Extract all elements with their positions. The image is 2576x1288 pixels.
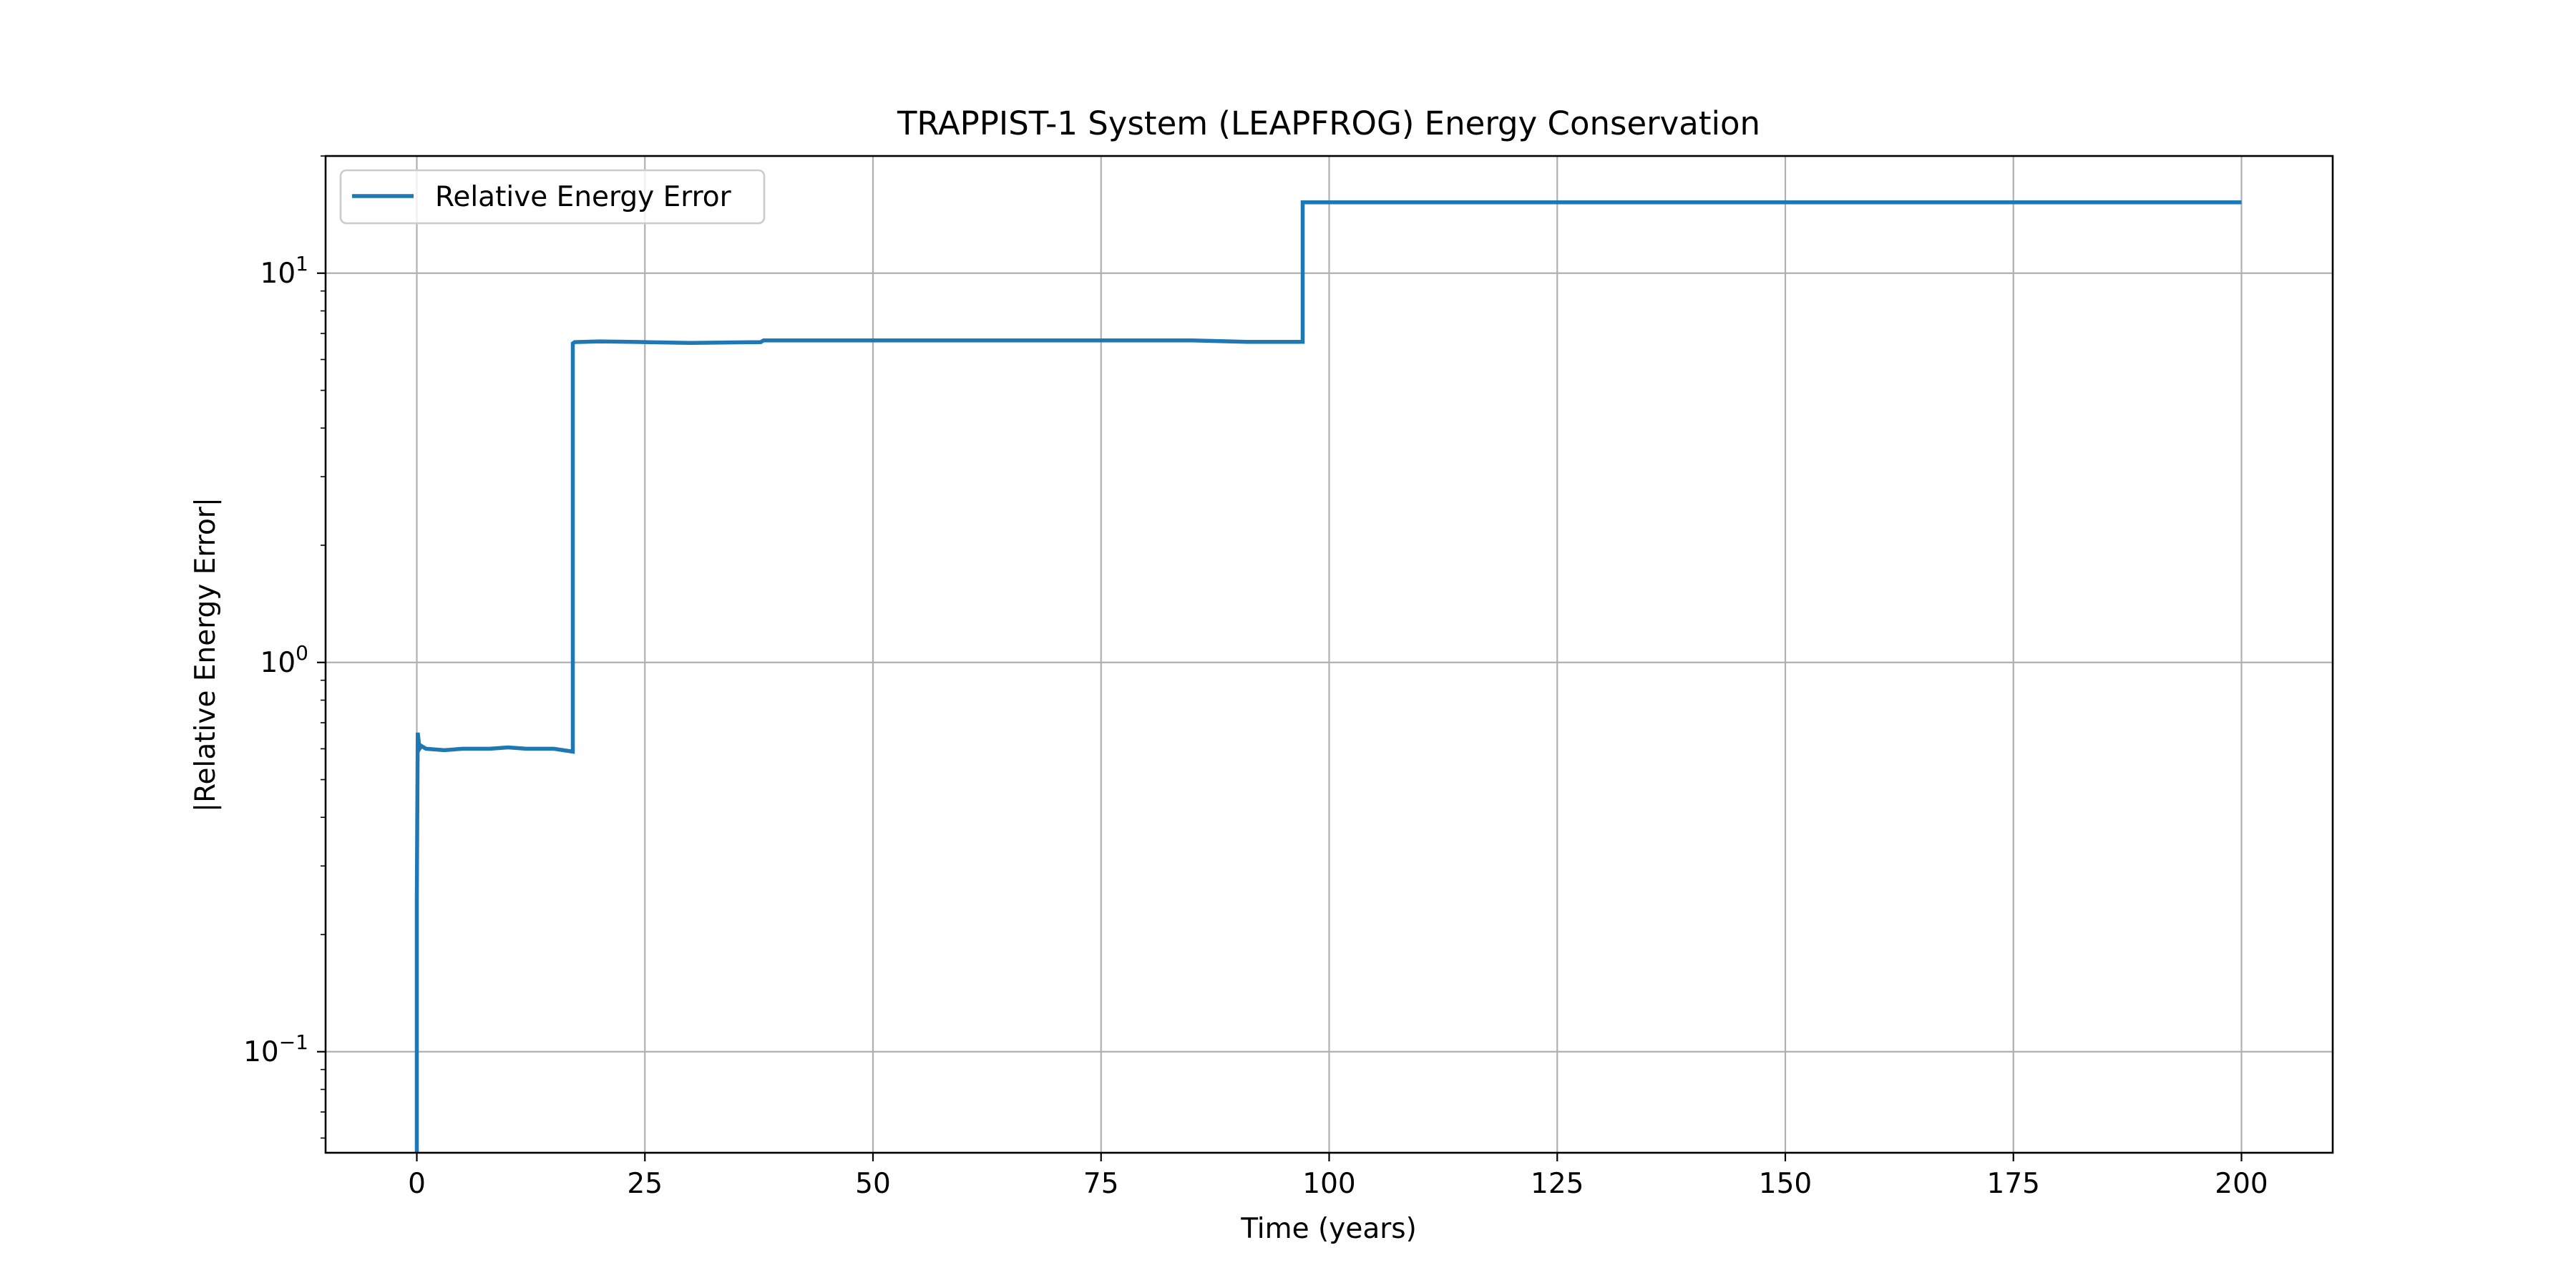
x-tick-label: 175: [1987, 1168, 2040, 1200]
x-tick-label: 150: [1759, 1168, 1812, 1200]
x-tick-label: 125: [1531, 1168, 1584, 1200]
x-tick-label: 100: [1302, 1168, 1355, 1200]
chart-title: TRAPPIST-1 System (LEAPFROG) Energy Cons…: [897, 104, 1760, 142]
x-axis-label: Time (years): [1240, 1213, 1417, 1245]
x-tick-label: 50: [855, 1168, 891, 1200]
x-tick-label: 200: [2215, 1168, 2268, 1200]
y-tick-label: 101: [260, 252, 308, 290]
x-tick-label: 25: [627, 1168, 663, 1200]
y-axis-label: |Relative Energy Error|: [190, 497, 222, 812]
legend: Relative Energy Error: [339, 169, 766, 225]
legend-box: [339, 169, 766, 225]
y-axis-ticks: 10−1 100 101: [243, 252, 326, 1068]
x-tick-label: 75: [1083, 1168, 1119, 1200]
series-line-relative-energy-error: [414, 200, 2242, 1153]
y-tick-label: 100: [260, 641, 308, 679]
grid-lines: [326, 156, 2333, 1153]
legend-label: Relative Energy Error: [435, 181, 732, 213]
series-layer: [414, 200, 2242, 1153]
x-axis-ticks: 0 25 50 75 100 125 150 175 200: [408, 1153, 2268, 1200]
y-tick-label: 10−1: [243, 1030, 308, 1068]
x-tick-label: 0: [408, 1168, 426, 1200]
